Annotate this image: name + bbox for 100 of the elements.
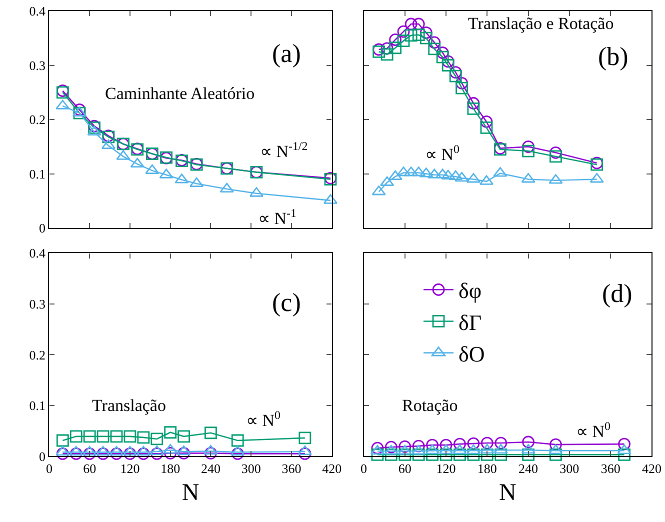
y-tick-label: 0.3 bbox=[29, 58, 46, 73]
x-tick-label: 360 bbox=[600, 460, 620, 476]
point bbox=[73, 106, 86, 120]
x-axis-title: N bbox=[182, 480, 200, 506]
y-tick-label: 0.4 bbox=[29, 4, 46, 19]
point bbox=[550, 150, 562, 163]
x-axis-title: N bbox=[499, 480, 516, 506]
point bbox=[73, 104, 86, 116]
point bbox=[371, 448, 384, 461]
point bbox=[389, 42, 402, 54]
point bbox=[467, 448, 480, 461]
point bbox=[456, 76, 468, 90]
point bbox=[521, 444, 536, 454]
point bbox=[452, 444, 467, 454]
point bbox=[397, 34, 410, 48]
point bbox=[467, 437, 480, 450]
point bbox=[548, 444, 563, 454]
y-tick-label: 0.1 bbox=[29, 398, 46, 414]
x-tick-label: 360 bbox=[282, 460, 302, 476]
point bbox=[522, 436, 534, 448]
point bbox=[480, 116, 493, 128]
annotation: ∝ N$^{0}$ bbox=[576, 419, 611, 442]
point bbox=[467, 97, 480, 110]
y-tick-label: 0.2 bbox=[29, 112, 46, 128]
point bbox=[480, 436, 494, 450]
point bbox=[398, 444, 412, 455]
point bbox=[404, 29, 418, 42]
point bbox=[384, 448, 398, 461]
annotation: ∝ N$^{0}$ bbox=[425, 142, 460, 164]
point bbox=[494, 448, 508, 461]
point bbox=[617, 444, 632, 454]
point bbox=[389, 34, 402, 46]
point bbox=[397, 25, 410, 38]
point bbox=[370, 444, 385, 455]
point bbox=[428, 42, 441, 56]
legend-label: δO bbox=[458, 341, 485, 366]
point bbox=[412, 28, 425, 42]
point bbox=[398, 448, 412, 461]
x-tick-label: 420 bbox=[642, 460, 662, 476]
point bbox=[456, 82, 468, 94]
annotation: Translação bbox=[92, 396, 166, 415]
point bbox=[494, 444, 508, 454]
y-tick-label: 0.4 bbox=[29, 246, 46, 261]
annotation: ∝ N$^{-1}$ bbox=[258, 206, 296, 228]
point bbox=[480, 448, 494, 461]
x-tick-label: 0 bbox=[360, 460, 368, 476]
point bbox=[449, 70, 462, 82]
legend-label: δφ bbox=[458, 278, 482, 304]
annotation: Translação e Rotação bbox=[468, 14, 614, 33]
point bbox=[618, 448, 630, 461]
x-tick-label: 240 bbox=[518, 460, 538, 476]
annotation: Caminhante Aleatório bbox=[105, 84, 255, 103]
annotation: ∝ N$^{-1/2}$ bbox=[260, 139, 308, 162]
point bbox=[494, 436, 508, 450]
point bbox=[145, 164, 160, 174]
point bbox=[440, 448, 452, 461]
point bbox=[425, 444, 440, 454]
annotation: (b) bbox=[598, 42, 628, 71]
y-tick-label: 0 bbox=[39, 448, 46, 464]
annotation: (d) bbox=[602, 279, 632, 308]
point bbox=[420, 32, 432, 44]
point bbox=[371, 442, 384, 454]
annotation: Rotação bbox=[402, 396, 458, 415]
x-tick-label: 180 bbox=[477, 460, 497, 476]
point bbox=[380, 42, 394, 55]
legend-label: δΓ bbox=[458, 310, 482, 335]
x-tick-label: 60 bbox=[398, 460, 412, 476]
point bbox=[428, 36, 441, 49]
point bbox=[449, 66, 462, 79]
point bbox=[101, 139, 116, 150]
point bbox=[436, 50, 449, 64]
point bbox=[550, 146, 562, 159]
point bbox=[466, 444, 480, 454]
point bbox=[412, 440, 425, 452]
point bbox=[467, 102, 480, 115]
point bbox=[190, 177, 204, 188]
point bbox=[380, 48, 394, 61]
point bbox=[426, 448, 439, 461]
annotation: ∝ N$^{0}$ bbox=[246, 408, 281, 430]
point bbox=[442, 59, 454, 72]
x-tick-label: 120 bbox=[120, 460, 140, 476]
x-tick-label: 300 bbox=[560, 460, 580, 476]
point bbox=[384, 440, 398, 454]
point bbox=[420, 26, 432, 39]
y-tick-label: 0 bbox=[39, 220, 46, 236]
annotation: (c) bbox=[272, 288, 301, 317]
point bbox=[480, 121, 493, 134]
point bbox=[618, 438, 630, 450]
x-tick-label: 60 bbox=[83, 460, 96, 476]
point bbox=[384, 444, 398, 455]
point bbox=[412, 444, 426, 455]
point bbox=[522, 140, 534, 153]
x-tick-label: 420 bbox=[322, 460, 342, 476]
point bbox=[412, 18, 425, 30]
point bbox=[522, 144, 534, 158]
x-tick-label: 180 bbox=[160, 460, 180, 476]
x-tick-label: 240 bbox=[200, 460, 220, 476]
annotation: (a) bbox=[272, 39, 301, 68]
point bbox=[454, 172, 469, 182]
y-tick-label: 0.1 bbox=[29, 166, 46, 182]
